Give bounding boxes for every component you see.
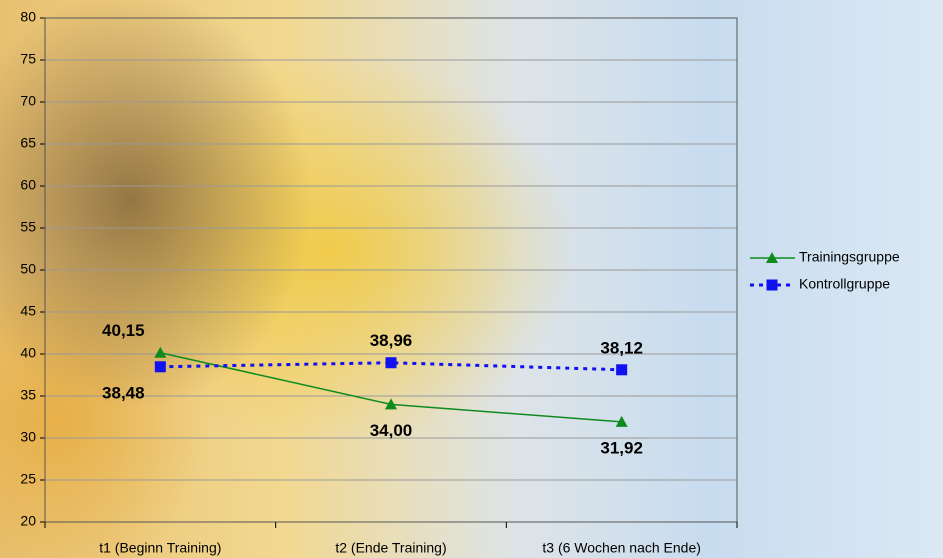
- x-tick-label: t2 (Ende Training): [335, 540, 446, 556]
- value-label: 38,12: [600, 338, 643, 357]
- y-tick-label: 65: [20, 135, 36, 151]
- y-tick-label: 35: [20, 387, 36, 403]
- value-label: 31,92: [600, 438, 643, 457]
- legend-marker: [766, 252, 778, 263]
- data-point: [154, 346, 167, 358]
- value-label: 40,15: [102, 321, 145, 340]
- y-tick-label: 30: [20, 429, 36, 445]
- y-tick-label: 40: [20, 345, 36, 361]
- plot-border: [44, 17, 738, 523]
- y-tick-label: 70: [20, 93, 36, 109]
- legend-label: Kontrollgruppe: [799, 276, 890, 292]
- x-tick-label: t1 (Beginn Training): [99, 540, 221, 556]
- y-tick-label: 60: [20, 177, 36, 193]
- x-tick-label: t3 (6 Wochen nach Ende): [542, 540, 701, 556]
- y-tick-label: 50: [20, 261, 36, 277]
- data-point: [154, 361, 166, 373]
- legend-marker: [766, 279, 778, 291]
- legend-label: Trainingsgruppe: [799, 249, 900, 265]
- y-tick-label: 80: [20, 9, 36, 25]
- value-label: 38,96: [370, 331, 413, 350]
- y-tick-label: 75: [20, 51, 36, 67]
- y-tick-label: 45: [20, 303, 36, 319]
- y-tick-label: 20: [20, 513, 36, 529]
- data-point: [385, 357, 397, 369]
- value-label: 38,48: [102, 383, 145, 402]
- data-point: [385, 398, 397, 410]
- value-label: 34,00: [370, 421, 413, 440]
- data-point: [616, 364, 628, 376]
- y-tick-label: 55: [20, 219, 36, 235]
- data-point: [615, 415, 628, 427]
- y-tick-label: 25: [20, 471, 36, 487]
